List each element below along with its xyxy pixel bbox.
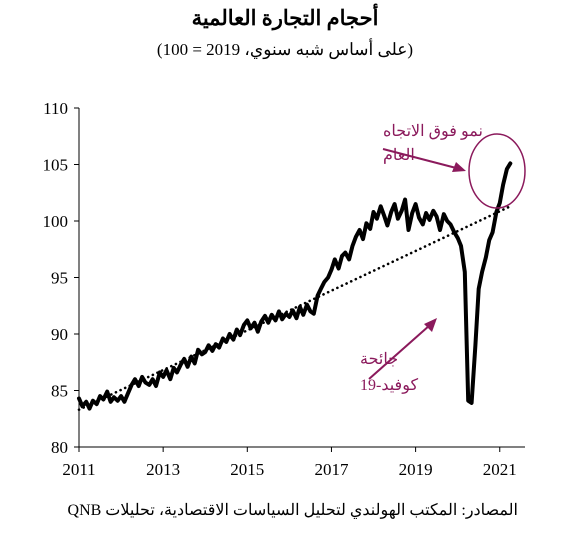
x-tick-label: 2015 [230, 460, 264, 479]
chart-subtitle: (على أساس شبه سنوي، 2019 = 100) [156, 40, 414, 59]
chart-ticks: 80 85 90 95 100 105 110 2011 2013 2015 2017 2019 202… [43, 99, 517, 479]
covid-arrow-line [368, 324, 431, 380]
y-tick-label: 95 [51, 269, 68, 288]
covid-arrowhead [424, 318, 437, 332]
x-tick-label: 2017 [314, 460, 349, 479]
annotation-arrowhead [452, 162, 466, 172]
trade-volume-line [77, 161, 513, 411]
y-tick-label: 100 [43, 212, 69, 231]
x-tick-label: 2019 [399, 460, 433, 479]
x-tick-label: 2011 [62, 460, 95, 479]
y-tick-label: 105 [43, 156, 69, 175]
trend-line [77, 205, 512, 412]
x-tick-label: 2021 [483, 460, 517, 479]
y-tick-label: 90 [51, 325, 68, 344]
chart-title: أحجام التجارة العالمية [191, 6, 379, 30]
annotation-text: العام [383, 147, 415, 164]
y-tick-label: 110 [43, 99, 68, 118]
highlight-ellipse [468, 133, 526, 209]
covid-annotation-text: جائحة [360, 351, 398, 368]
y-tick-label: 80 [51, 438, 68, 457]
y-tick-label: 85 [51, 382, 68, 401]
x-tick-label: 2013 [146, 460, 180, 479]
chart-axes [78, 108, 525, 448]
covid-annotation-text: كوفيد-19 [360, 377, 418, 394]
chart-series [77, 161, 513, 412]
source-note: المصادر: المكتب الهولندي لتحليل السياسات… [67, 502, 518, 519]
chart-annotations: نمو فوق الاتجاه العام جائحة كوفيد-19 [360, 123, 526, 394]
annotation-text: نمو فوق الاتجاه [383, 123, 483, 140]
annotation-arrow-line [382, 148, 461, 170]
